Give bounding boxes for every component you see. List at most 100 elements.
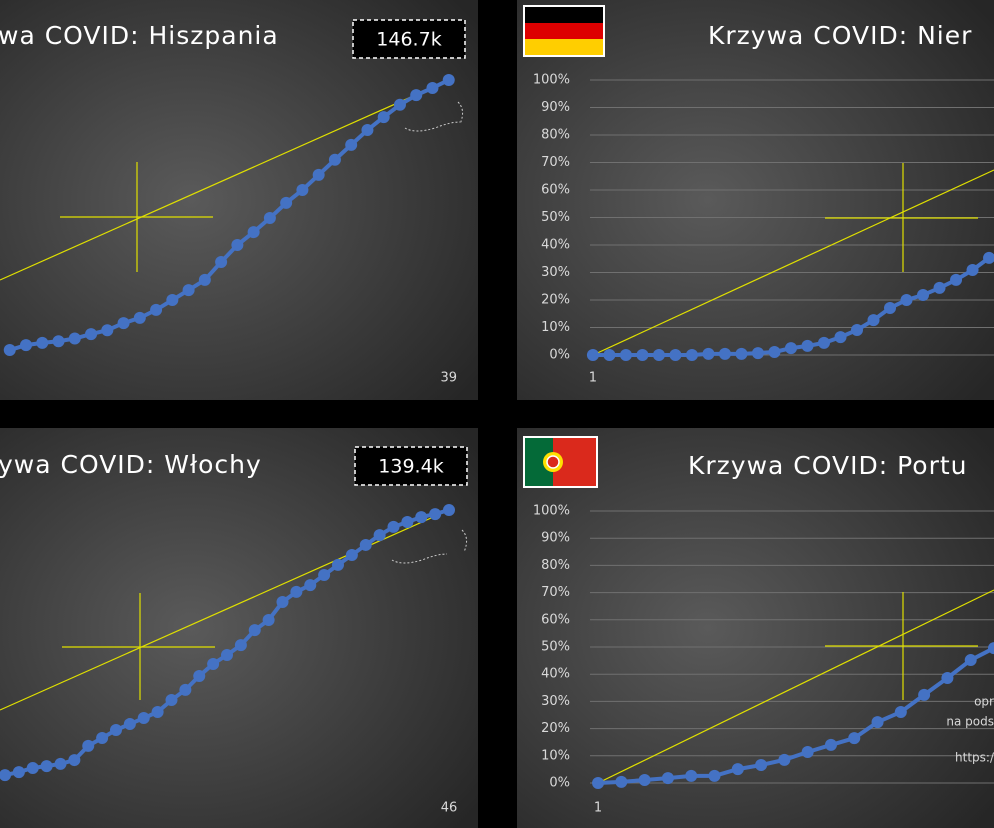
data-point bbox=[615, 775, 628, 788]
data-point bbox=[824, 738, 837, 751]
data-point bbox=[708, 769, 721, 782]
trend-line bbox=[0, 79, 450, 281]
data-point bbox=[220, 648, 233, 661]
data-point bbox=[817, 336, 830, 349]
trend-line bbox=[597, 589, 994, 784]
x-tick-label: 39 bbox=[440, 371, 457, 386]
panel-bg bbox=[517, 428, 994, 828]
data-point bbox=[198, 273, 211, 286]
data-point bbox=[988, 642, 994, 655]
data-point bbox=[20, 339, 33, 352]
data-point bbox=[442, 74, 455, 86]
data-point bbox=[443, 504, 456, 516]
annotation: https:/ bbox=[955, 751, 994, 765]
panel-bg bbox=[517, 0, 994, 400]
y-tick-label: 40% bbox=[541, 238, 570, 253]
data-point bbox=[685, 349, 698, 361]
data-point bbox=[619, 349, 632, 361]
y-tick-label: 40% bbox=[541, 667, 570, 682]
data-point bbox=[150, 303, 163, 316]
data-point bbox=[40, 760, 53, 773]
chart-panel: 46 ywa COVID: Włochy 139.4k bbox=[0, 446, 468, 816]
trend-line bbox=[592, 169, 994, 356]
data-point bbox=[165, 694, 178, 707]
data-point bbox=[917, 289, 930, 302]
y-tick-label: 100% bbox=[533, 73, 570, 88]
data-point bbox=[359, 538, 372, 551]
data-point bbox=[151, 706, 164, 719]
data-point bbox=[778, 753, 791, 766]
x-tick-label: 46 bbox=[441, 801, 458, 816]
data-point bbox=[263, 212, 276, 225]
data-point bbox=[784, 342, 797, 355]
data-line bbox=[9, 78, 450, 352]
data-point bbox=[834, 331, 847, 344]
y-tick-label: 30% bbox=[541, 265, 570, 280]
y-tick-label: 70% bbox=[541, 585, 570, 600]
data-point bbox=[894, 706, 907, 719]
data-point bbox=[123, 718, 136, 731]
y-tick-label: 0% bbox=[549, 348, 570, 363]
chart-title: ywa COVID: Włochy bbox=[0, 450, 262, 479]
data-point bbox=[592, 777, 605, 789]
data-point bbox=[415, 511, 428, 524]
panel-bg bbox=[0, 0, 478, 400]
data-point bbox=[117, 317, 130, 330]
data-point bbox=[82, 739, 95, 752]
data-point bbox=[871, 716, 884, 729]
data-point bbox=[426, 81, 439, 94]
data-point bbox=[751, 347, 764, 360]
y-tick-label: 70% bbox=[541, 155, 570, 170]
data-point bbox=[101, 324, 114, 337]
data-point bbox=[410, 89, 423, 102]
y-tick-label: 90% bbox=[541, 100, 570, 115]
data-point bbox=[964, 654, 977, 667]
y-tick-label: 20% bbox=[541, 721, 570, 736]
data-point bbox=[983, 251, 994, 264]
y-tick-label: 80% bbox=[541, 128, 570, 143]
data-point bbox=[685, 769, 698, 782]
data-point bbox=[393, 98, 406, 111]
data-point bbox=[652, 349, 665, 361]
data-point bbox=[638, 774, 651, 787]
data-point bbox=[636, 349, 649, 361]
y-tick-label: 30% bbox=[541, 694, 570, 709]
data-point bbox=[248, 624, 261, 637]
data-point bbox=[345, 549, 358, 562]
data-point bbox=[345, 138, 358, 151]
data-point bbox=[941, 672, 954, 685]
data-point bbox=[231, 239, 244, 251]
annotation: na pods bbox=[946, 715, 994, 729]
value-box bbox=[354, 446, 468, 486]
flag-portugal bbox=[523, 436, 598, 488]
annotation: opr bbox=[974, 695, 994, 709]
y-tick-label: 20% bbox=[541, 293, 570, 308]
data-point bbox=[68, 332, 81, 345]
data-point bbox=[276, 596, 289, 609]
flag-germany bbox=[523, 5, 605, 57]
data-point bbox=[3, 344, 16, 357]
data-point bbox=[884, 301, 897, 314]
data-point bbox=[387, 520, 400, 533]
data-point bbox=[68, 754, 81, 767]
data-point bbox=[193, 669, 206, 682]
data-point bbox=[586, 349, 599, 361]
y-tick-label: 90% bbox=[541, 531, 570, 546]
data-point bbox=[361, 124, 374, 137]
y-tick-label: 100% bbox=[533, 504, 570, 519]
data-point bbox=[36, 336, 49, 349]
y-tick-label: 60% bbox=[541, 612, 570, 627]
data-point bbox=[702, 347, 715, 360]
data-point bbox=[26, 761, 39, 774]
brace bbox=[391, 529, 468, 564]
brace bbox=[404, 101, 464, 132]
trend-line bbox=[0, 509, 450, 711]
data-point bbox=[133, 311, 146, 324]
data-point bbox=[950, 273, 963, 286]
data-point bbox=[373, 529, 386, 542]
chart-title: wa COVID: Hiszpania bbox=[0, 21, 279, 50]
data-point bbox=[918, 688, 931, 701]
data-point bbox=[0, 769, 11, 782]
